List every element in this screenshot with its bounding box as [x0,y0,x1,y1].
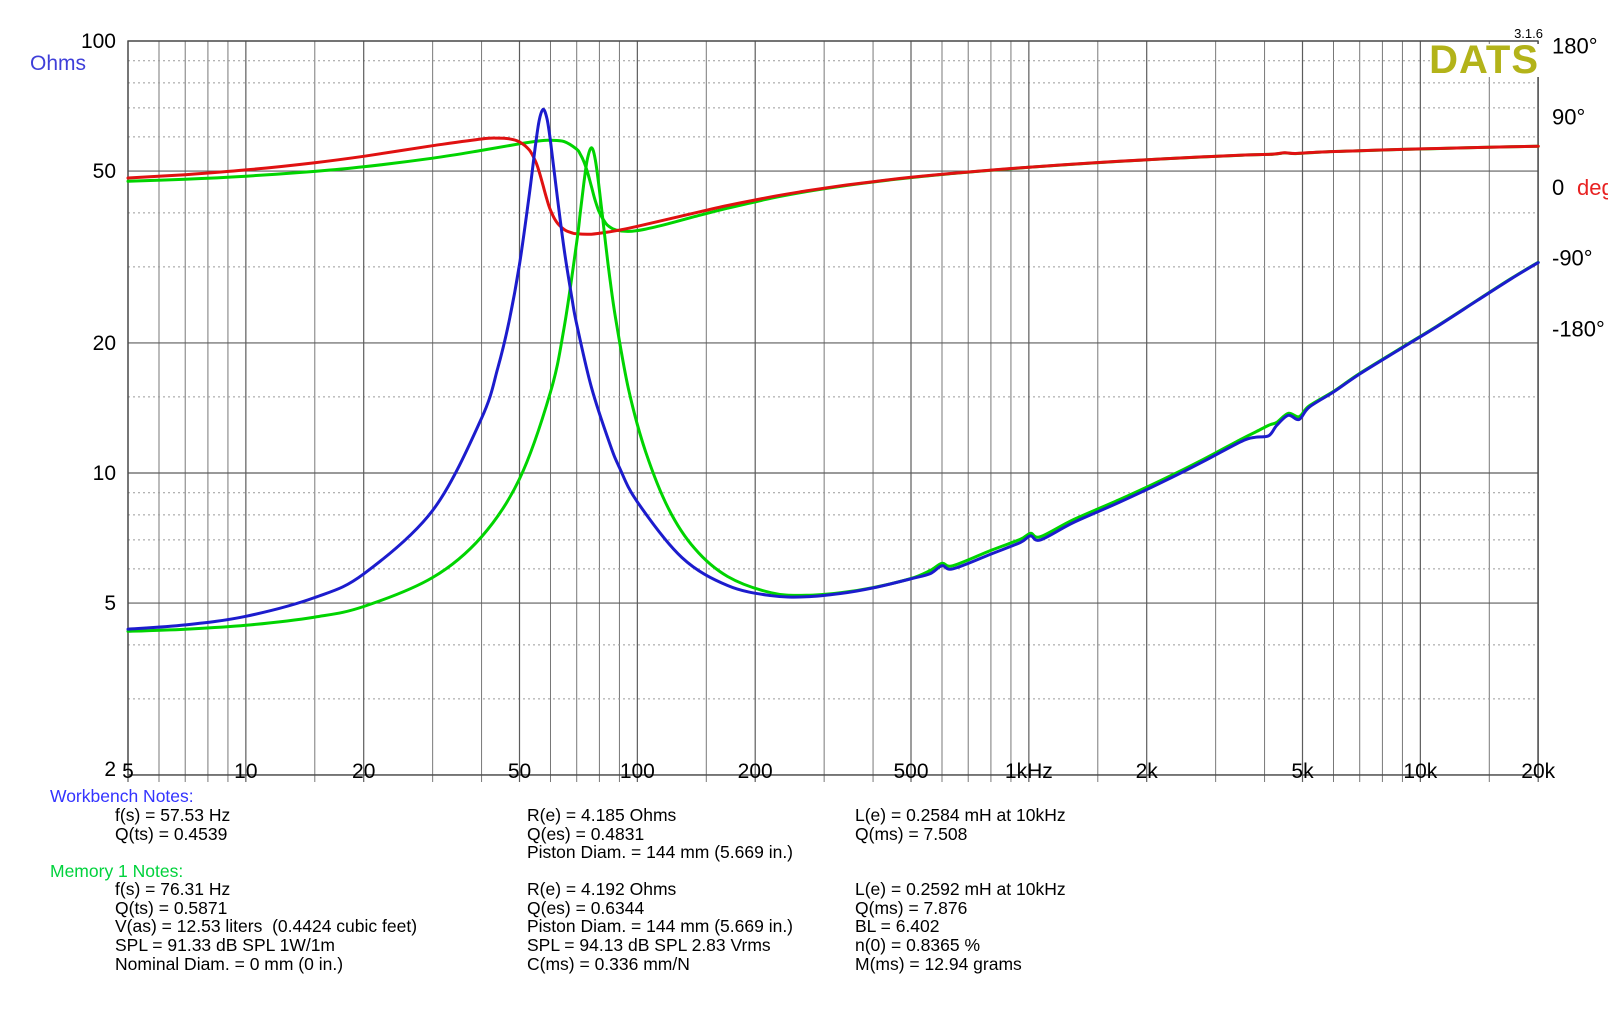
note-line: Q(es) = 0.6344 [527,897,645,918]
note-line: Q(ms) = 7.508 [855,823,968,844]
x-tick-label: 20k [1521,760,1555,782]
note-line: R(e) = 4.185 Ohms [527,805,677,825]
note-line: Q(ms) = 7.876 [855,897,968,918]
memory1-notes-column-2: R(e) = 4.192 Ohms Q(es) = 0.6344 Piston Di… [527,880,793,973]
impedance-phase-chart: 5 10 20 50 100 200 500 1kHz 2k 5k 10k 20k1005020105… [30,26,1608,782]
note-line: Nominal Diam. = 0 mm (0 in.) [115,953,344,974]
note-line: BL = 6.402 [855,916,940,937]
x-tick-label: 5 [122,760,134,782]
note-line: f(s) = 57.53 Hz [115,805,231,825]
x-tick-label: 100 [620,760,655,782]
x-tick-label: 200 [738,760,773,782]
y-right-tick-label: -90° [1552,246,1593,271]
y-left-tick-label: 5 [104,592,116,615]
y-left-tick-label: 20 [93,332,116,355]
logo-backdrop [1438,44,1539,77]
memory1-notes-column-1: f(s) = 76.31 Hz Q(ts) = 0.5871 V(as) = 12.… [115,880,417,973]
note-line: R(e) = 4.192 Ohms [527,879,677,899]
workbench-notes-column-1: f(s) = 57.53 Hz Q(ts) = 0.4539 [115,806,230,843]
note-line: C(ms) = 0.336 mm/N [527,953,690,974]
note-line: Piston Diam. = 144 mm (5.669 in.) [527,916,794,937]
memory1-impedance-curve [126,146,1540,633]
note-line: Q(ts) = 0.4539 [115,823,228,844]
y-left-tick-label: 100 [81,30,116,53]
note-line: Q(ts) = 0.5871 [115,897,228,918]
y-right-tick-label: 180° [1552,34,1598,59]
note-line: L(e) = 0.2584 mH at 10kHz [855,805,1066,825]
note-line: M(ms) = 12.94 grams [855,953,1022,974]
note-line: SPL = 91.33 dB SPL 1W/1m [115,935,336,956]
workbench-notes-title: Workbench Notes: [50,786,194,806]
plot-border [127,40,1539,776]
note-line: Piston Diam. = 144 mm (5.669 in.) [527,842,794,863]
memory1-notes-column-3: L(e) = 0.2592 mH at 10kHz Q(ms) = 7.876 BL… [855,880,1066,973]
y-right-tick-label: 90° [1552,104,1585,129]
x-tick-label: 10 [234,760,257,782]
note-line: Q(es) = 0.4831 [527,823,645,844]
memory1-notes-title: Memory 1 Notes: [50,861,184,881]
x-tick-label: 500 [893,760,928,782]
x-tick-label: 10k [1403,760,1437,782]
note-line: L(e) = 0.2592 mH at 10kHz [855,879,1066,899]
ohms-axis-label: Ohms [30,52,86,75]
workbench-notes-column-3: L(e) = 0.2584 mH at 10kHz Q(ms) = 7.508 [855,806,1066,843]
x-tick-label: 50 [508,760,531,782]
workbench-notes-column-2: R(e) = 4.185 Ohms Q(es) = 0.4831 Piston Di… [527,806,793,862]
note-line: SPL = 94.13 dB SPL 2.83 Vrms [527,935,771,956]
note-line: f(s) = 76.31 Hz [115,879,231,899]
y-left-tick-label: 2 [104,758,116,781]
x-tick-label: 1kHz [1005,760,1053,782]
x-tick-label: 20 [352,760,375,782]
dats-logo: DATS [1429,38,1539,82]
y-left-tick-label: 10 [93,462,116,485]
y-right-tick-label: 0 [1552,175,1564,200]
note-line: V(as) = 12.53 liters (0.4424 cubic feet) [115,916,418,937]
y-left-tick-label: 50 [93,160,116,183]
note-line: n(0) = 0.8365 % [855,935,981,956]
workbench-phase-curve [126,136,1540,236]
version-label: 3.1.6 [1514,26,1543,41]
x-tick-label: 2k [1136,760,1159,782]
x-tick-label: 5k [1291,760,1314,782]
deg-unit-label: deg [1577,175,1608,200]
y-right-tick-label: -180° [1552,316,1605,341]
workbench-impedance-curve [126,107,1540,631]
